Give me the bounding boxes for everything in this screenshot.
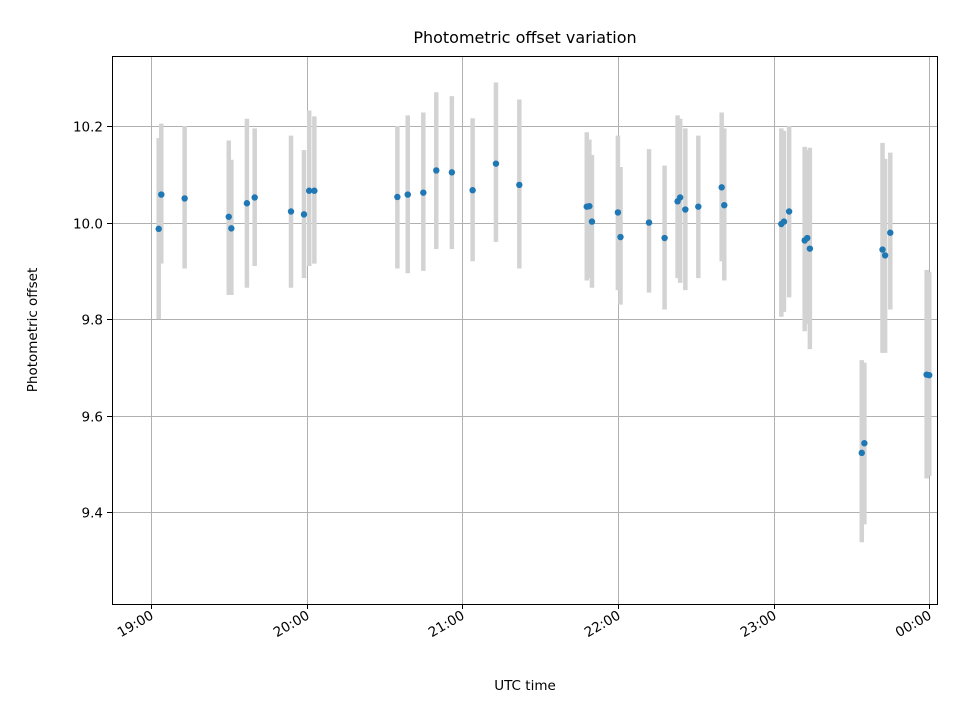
data-point bbox=[887, 229, 894, 236]
y-tick-label: 9.4 bbox=[82, 506, 103, 522]
data-point bbox=[806, 245, 814, 252]
data-point bbox=[614, 209, 622, 216]
plot-frame bbox=[112, 56, 938, 605]
x-tick-label: 19:00 bbox=[115, 608, 157, 641]
data-point bbox=[676, 194, 684, 201]
x-tick-label: 00:00 bbox=[893, 608, 935, 641]
data-point bbox=[394, 193, 401, 201]
x-tick-label: 22:00 bbox=[582, 608, 624, 641]
data-point bbox=[181, 195, 188, 202]
data-point bbox=[305, 187, 313, 194]
data-point bbox=[433, 167, 440, 174]
data-point bbox=[287, 208, 295, 215]
data-point bbox=[404, 191, 411, 198]
data-point bbox=[588, 218, 596, 225]
data-point bbox=[492, 160, 500, 167]
data-point bbox=[879, 246, 886, 253]
data-point bbox=[695, 203, 702, 210]
y-tick-label: 10.2 bbox=[73, 120, 103, 136]
x-tick-label: 20:00 bbox=[271, 608, 313, 641]
errorbar-layer bbox=[156, 82, 932, 543]
data-point bbox=[228, 225, 235, 232]
data-point bbox=[225, 213, 232, 220]
grid-layer bbox=[112, 56, 937, 604]
data-point bbox=[861, 440, 868, 447]
data-point bbox=[926, 371, 933, 379]
chart-title: Photometric offset variation bbox=[413, 28, 636, 47]
data-point bbox=[661, 234, 668, 242]
data-point bbox=[420, 189, 427, 196]
data-point bbox=[881, 252, 889, 259]
x-tick-label: 21:00 bbox=[426, 608, 468, 641]
data-point bbox=[586, 202, 593, 210]
y-tick-label: 9.6 bbox=[82, 410, 103, 426]
data-point bbox=[300, 211, 308, 218]
data-point bbox=[469, 187, 476, 194]
y-tick-label: 9.8 bbox=[82, 313, 103, 329]
data-point bbox=[858, 449, 865, 457]
point-layer bbox=[155, 160, 933, 457]
data-point bbox=[780, 218, 788, 225]
data-point bbox=[682, 206, 689, 213]
data-point bbox=[251, 194, 258, 201]
data-point bbox=[243, 200, 251, 207]
data-point bbox=[617, 233, 624, 241]
data-point bbox=[718, 184, 725, 191]
data-point bbox=[804, 234, 811, 242]
x-axis-label: UTC time bbox=[494, 678, 556, 694]
y-axis-label: Photometric offset bbox=[25, 268, 41, 392]
data-point bbox=[158, 191, 165, 198]
x-tick-label: 23:00 bbox=[738, 608, 780, 641]
data-point bbox=[448, 169, 456, 176]
data-point bbox=[516, 181, 523, 189]
data-point bbox=[155, 225, 162, 233]
data-point bbox=[311, 187, 318, 194]
data-point bbox=[645, 219, 653, 226]
data-point bbox=[721, 201, 728, 209]
tick-layer: 19:0020:0021:0022:0023:0000:0001:009.49.… bbox=[73, 120, 935, 641]
data-point bbox=[785, 208, 793, 215]
y-tick-label: 10.0 bbox=[73, 217, 103, 233]
